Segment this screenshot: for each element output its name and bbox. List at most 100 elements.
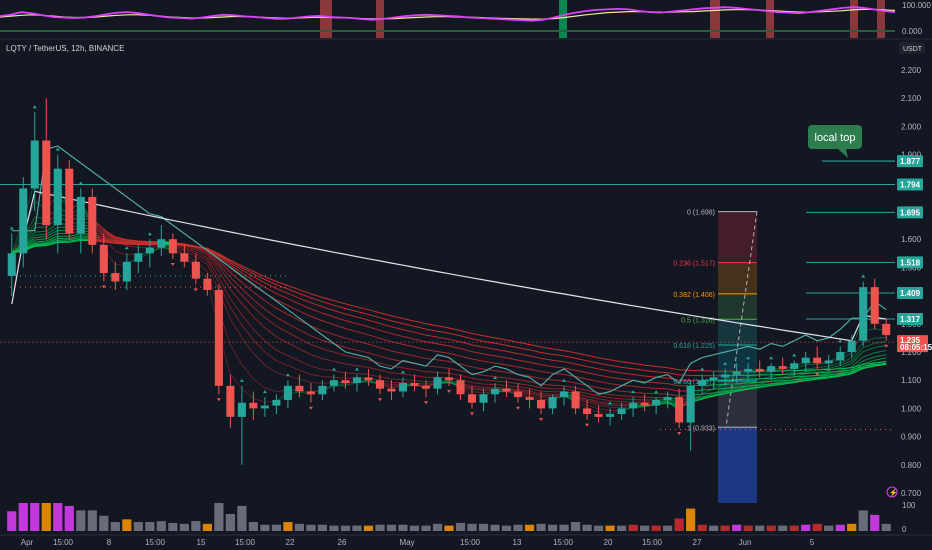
candle-body[interactable] [203, 278, 212, 290]
candle-body[interactable] [318, 385, 327, 395]
candle-body[interactable] [824, 360, 833, 364]
time-axis[interactable]: Apr 15:00 8 15:00 15 15:00 22 26 May 15:00 13 15:00… [21, 538, 815, 547]
candle-body[interactable] [433, 377, 442, 389]
candle-body[interactable] [375, 380, 384, 389]
candle-body[interactable] [260, 405, 269, 409]
candle-body[interactable] [617, 408, 626, 415]
candle-body[interactable] [295, 385, 304, 392]
ema-ribbon-line [460, 384, 495, 390]
candle-body[interactable] [53, 168, 62, 226]
candle-body[interactable] [514, 391, 523, 398]
candle-body[interactable] [352, 377, 361, 384]
candle-body[interactable] [180, 253, 189, 262]
candle-body[interactable] [778, 366, 787, 369]
price-pane[interactable]: 0 (1.698) 0.236 (1.517) 0.382 (1.406) 0.5 (… [0, 98, 895, 503]
candle-body[interactable] [214, 289, 223, 386]
candle-body[interactable] [583, 408, 592, 415]
candle-body[interactable] [755, 368, 764, 372]
candle-body[interactable] [882, 323, 891, 336]
candle-body[interactable] [398, 383, 408, 392]
candle-body[interactable] [594, 414, 603, 417]
candle-body[interactable] [548, 397, 557, 409]
local-top-callout[interactable]: local top [808, 125, 862, 158]
candle-body[interactable] [99, 244, 108, 274]
candle-body[interactable] [88, 196, 97, 245]
candle-body[interactable] [836, 352, 845, 361]
buy-signal-marker [723, 361, 728, 365]
candle-body[interactable] [675, 397, 684, 423]
candle-body[interactable] [744, 368, 753, 372]
candle-body[interactable] [698, 380, 707, 386]
candle-body[interactable] [652, 399, 661, 406]
candle-body[interactable] [168, 239, 177, 254]
candle-body[interactable] [19, 188, 28, 254]
candle-body[interactable] [76, 196, 85, 234]
fib-level-label: 1 (0.933) [687, 425, 715, 432]
candle-body[interactable] [537, 399, 546, 409]
buy-signal-marker [32, 105, 37, 109]
candle-body[interactable] [249, 402, 258, 409]
candle-body[interactable] [801, 357, 810, 364]
candle-body[interactable] [157, 239, 166, 248]
candle-body[interactable] [709, 377, 718, 381]
candle-body[interactable] [606, 414, 615, 417]
candle-body[interactable] [341, 380, 350, 384]
candle-body[interactable] [444, 377, 454, 381]
candle-body[interactable] [226, 385, 235, 417]
candle-body[interactable] [329, 380, 338, 386]
candle-body[interactable] [813, 357, 822, 364]
candle-body[interactable] [387, 388, 396, 392]
candle-body[interactable] [525, 397, 534, 400]
candle-body[interactable] [111, 273, 120, 282]
candle-body[interactable] [191, 261, 200, 279]
candle-body[interactable] [421, 385, 431, 389]
candle-body[interactable] [283, 385, 292, 400]
sell-signal-marker [216, 398, 221, 402]
candle-body[interactable] [490, 388, 500, 395]
candle-body[interactable] [65, 168, 74, 234]
buy-signal-marker [608, 401, 613, 405]
candle-body[interactable] [640, 402, 649, 406]
candle-body[interactable] [732, 371, 741, 375]
alert-icon-glyph: ⚡ [889, 488, 898, 497]
candle-body[interactable] [456, 380, 465, 395]
candle-body[interactable] [479, 394, 488, 403]
candle-body[interactable] [7, 253, 16, 276]
candle-body[interactable] [767, 366, 776, 372]
candle-body[interactable] [859, 287, 868, 341]
candle-body[interactable] [870, 287, 879, 324]
buy-signal-marker [285, 373, 290, 377]
alert-icon[interactable] [886, 486, 898, 498]
candle-body[interactable] [502, 388, 511, 392]
candle-body[interactable] [686, 385, 695, 423]
candle-body[interactable] [306, 391, 315, 395]
candle-body[interactable] [560, 391, 569, 398]
candles[interactable] [7, 98, 891, 465]
volume-bar [421, 525, 431, 531]
candle-body[interactable] [134, 253, 143, 262]
candle-body[interactable] [847, 340, 856, 352]
time-tick-label: 26 [338, 538, 347, 547]
price-level-badge [897, 287, 923, 300]
candle-body[interactable] [272, 399, 281, 406]
oscillator-pane[interactable]: 100.000 0.000 [0, 0, 931, 38]
candle-body[interactable] [364, 377, 373, 381]
volume-bar [133, 522, 143, 531]
candle-body[interactable] [42, 140, 51, 226]
candle-body[interactable] [629, 402, 638, 409]
candle-body[interactable] [30, 140, 39, 189]
candle-body[interactable] [145, 247, 154, 254]
time-tick-label: 13 [513, 538, 522, 547]
candle-body[interactable] [663, 397, 672, 400]
candle-body[interactable] [467, 394, 477, 403]
candle-body[interactable] [790, 363, 799, 369]
symbol-title[interactable]: LQTY / TetherUS, 12h, BINANCE [6, 44, 124, 53]
currency-button[interactable] [899, 42, 925, 54]
candle-body[interactable] [237, 402, 246, 417]
candle-body[interactable] [122, 261, 131, 282]
candle-body[interactable] [721, 374, 730, 378]
volume-bar [225, 513, 235, 531]
candle-body[interactable] [410, 383, 419, 386]
candle-body[interactable] [571, 391, 580, 409]
